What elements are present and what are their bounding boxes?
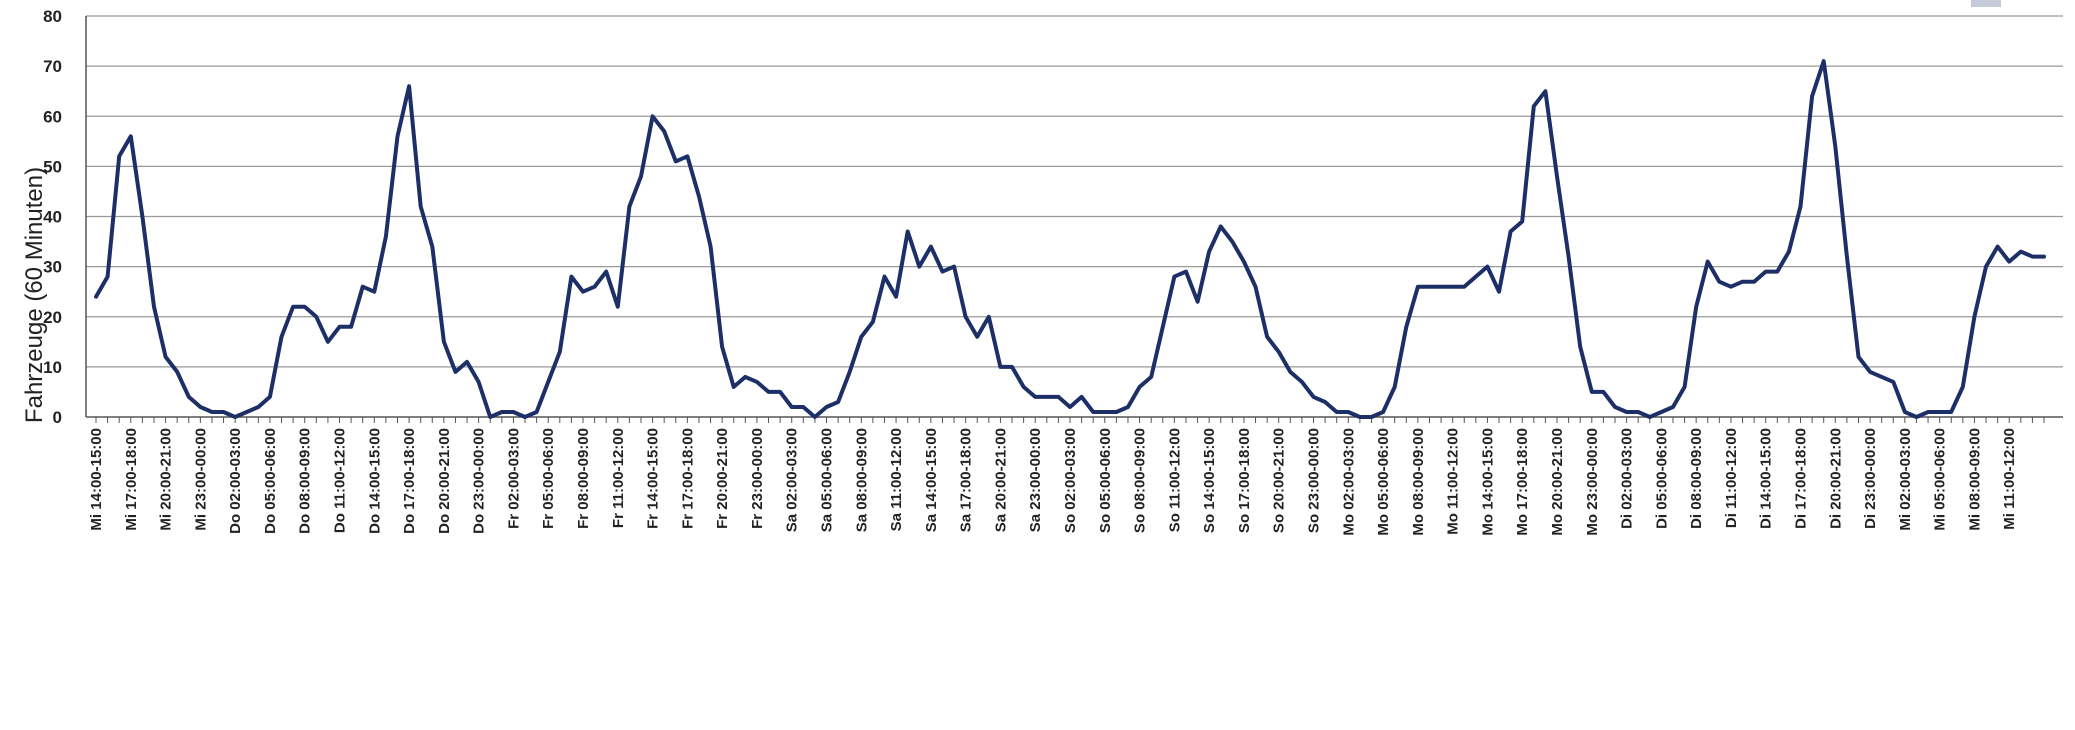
x-tick-label: Do 17:00-18:00	[401, 428, 418, 534]
x-tick-label: Fr 11:00-12:00	[610, 428, 627, 528]
axes	[85, 16, 2063, 423]
x-tick-label: Mo 17:00-18:00	[1514, 428, 1531, 536]
x-tick-label: Do 23:00-00:00	[471, 428, 488, 534]
y-axis-label: Fahrzeuge (60 Minuten)	[21, 167, 48, 423]
x-tick-label: Mi 02:00-03:00	[1897, 428, 1914, 531]
x-tick-label: Di 20:00-21:00	[1827, 428, 1844, 529]
x-tick-label: Mo 20:00-21:00	[1549, 428, 1566, 536]
x-tick-label: Sa 23:00-00:00	[1027, 428, 1044, 532]
series-lines	[94, 59, 2046, 419]
x-tick-label: Do 20:00-21:00	[436, 428, 453, 534]
x-tick-label: Do 14:00-15:00	[366, 428, 383, 534]
y-tick-labels: 0 10 20 30 40 50 60 70 80	[43, 7, 62, 427]
gridlines	[86, 15, 2063, 368]
x-tick-label: Fr 23:00-00:00	[749, 428, 766, 529]
x-tick-label: Do 11:00-12:00	[332, 428, 349, 533]
x-tick-label: Mo 08:00-09:00	[1410, 428, 1427, 536]
x-tick-label: Di 05:00-06:00	[1653, 428, 1670, 529]
x-tick-label: Mi 17:00-18:00	[123, 428, 140, 531]
x-tick-label: Sa 02:00-03:00	[784, 428, 801, 532]
legend-swatch	[1971, 0, 2001, 7]
y-tick-label: 60	[43, 107, 62, 126]
x-tick-label: Mi 11:00-12:00	[2001, 428, 2018, 530]
x-tick-label: Fr 14:00-15:00	[645, 428, 662, 529]
x-tick-label: Di 02:00-03:00	[1619, 428, 1636, 529]
x-tick-label: Sa 11:00-12:00	[888, 428, 905, 531]
x-tick-label: Sa 14:00-15:00	[923, 428, 940, 532]
x-tick-label: Mo 02:00-03:00	[1340, 428, 1357, 536]
x-tick-label: Mi 05:00-06:00	[1932, 428, 1949, 531]
x-tick-label: Sa 05:00-06:00	[819, 428, 836, 532]
y-tick-label: 40	[43, 208, 62, 227]
y-tick-label: 0	[53, 408, 62, 427]
x-tick-label: Di 08:00-09:00	[1688, 428, 1705, 529]
x-tick-label: Di 14:00-15:00	[1758, 428, 1775, 529]
x-tick-label: Mo 11:00-12:00	[1445, 428, 1462, 535]
y-tick-label: 80	[43, 7, 62, 26]
x-tick-labels: Mi 14:00-15:00 Mi 17:00-18:00 Mi 20:00-21:…	[88, 428, 2018, 536]
x-tick-label: So 14:00-15:00	[1201, 428, 1218, 533]
x-tick-label: So 05:00-06:00	[1097, 428, 1114, 533]
x-tick-label: Fr 05:00-06:00	[540, 428, 557, 529]
x-tick-label: Fr 20:00-21:00	[714, 428, 731, 529]
x-tick-label: So 08:00-09:00	[1132, 428, 1149, 533]
x-tick-label: Mi 08:00-09:00	[1966, 428, 1983, 531]
x-tick-label: Do 05:00-06:00	[262, 428, 279, 534]
x-tick-label: So 11:00-12:00	[1166, 428, 1183, 532]
x-tick-label: Di 23:00-00:00	[1862, 428, 1879, 529]
x-tick-label: Mi 23:00-00:00	[192, 428, 209, 531]
y-tick-label: 30	[43, 258, 62, 277]
legend	[1971, 0, 2001, 7]
x-tick-label: Fr 02:00-03:00	[505, 428, 522, 529]
y-tick-label: 50	[43, 157, 62, 176]
series-line	[94, 59, 2046, 419]
y-tick-label: 70	[43, 57, 62, 76]
x-tick-label: Mo 14:00-15:00	[1479, 428, 1496, 536]
x-tick-label: Do 02:00-03:00	[227, 428, 244, 534]
x-tick-label: Do 08:00-09:00	[297, 428, 314, 534]
x-tick-label: So 20:00-21:00	[1271, 428, 1288, 533]
x-tick-label: So 02:00-03:00	[1062, 428, 1079, 533]
x-tick-label: Mi 20:00-21:00	[158, 428, 175, 531]
x-tick-label: Sa 20:00-21:00	[992, 428, 1009, 532]
x-tick-label: Mo 05:00-06:00	[1375, 428, 1392, 536]
x-tick-label: Di 17:00-18:00	[1793, 428, 1810, 529]
x-tick-label: So 23:00-00:00	[1306, 428, 1323, 533]
y-tick-label: 20	[43, 308, 62, 327]
x-tick-label: So 17:00-18:00	[1236, 428, 1253, 533]
x-tick-label: Sa 17:00-18:00	[958, 428, 975, 532]
x-tick-label: Fr 08:00-09:00	[575, 428, 592, 529]
x-tick-label: Di 11:00-12:00	[1723, 428, 1740, 528]
x-tick-label: Fr 17:00-18:00	[679, 428, 696, 529]
x-tick-label: Mi 14:00-15:00	[88, 428, 105, 531]
y-tick-label: 10	[43, 358, 62, 377]
x-tick-label: Mo 23:00-00:00	[1584, 428, 1601, 536]
x-tick-label: Sa 08:00-09:00	[853, 428, 870, 532]
